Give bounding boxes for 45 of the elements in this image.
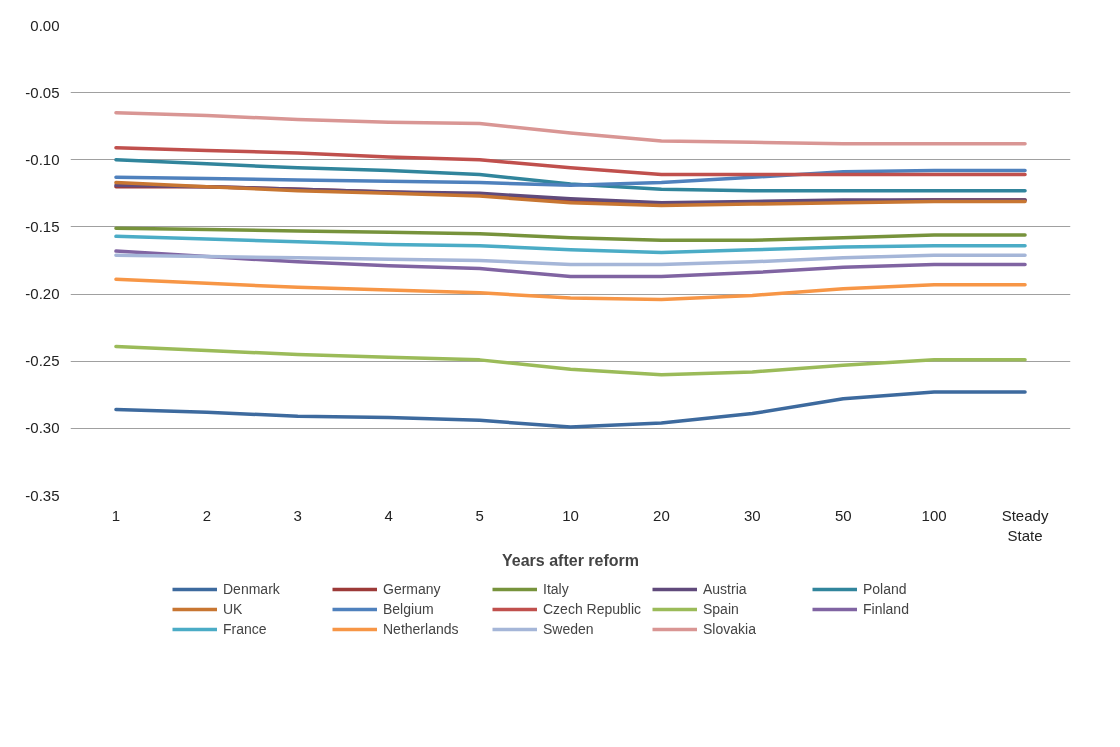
y-tick-label: -0.30 [25, 419, 60, 437]
x-tick-label: 2 [202, 506, 212, 524]
y-tick-label: -0.25 [25, 352, 60, 370]
y-tick-label: -0.35 [25, 486, 60, 504]
legend-label: Denmark [223, 580, 281, 597]
x-tick-label: 4 [384, 506, 393, 524]
legend-label: France [223, 620, 268, 637]
x-tick-label: Steady State [1001, 506, 1049, 544]
y-tick-label: -0.15 [25, 217, 60, 235]
legend-label: Netherlands [383, 620, 460, 637]
y-tick-label: -0.10 [25, 150, 60, 168]
x-tick-label: 1 [111, 506, 121, 524]
legend-label: Czech Republic [543, 600, 643, 617]
line-series [114, 226, 1027, 243]
legend-label: UK [223, 600, 244, 617]
x-tick-label: 3 [293, 506, 302, 524]
line-series [114, 249, 1027, 279]
y-tick-label: -0.20 [25, 285, 60, 303]
x-tick-label: 100 [921, 506, 947, 524]
line-series [114, 234, 1027, 255]
x-axis-title: Years after reform [502, 551, 639, 569]
line-series [114, 111, 1027, 146]
line-series [114, 158, 1027, 193]
line-series [114, 277, 1027, 302]
legend-label: Germany [383, 580, 442, 597]
y-tick-label: 0.00 [30, 16, 60, 34]
y-tick-label: -0.05 [25, 83, 60, 101]
line-series [114, 390, 1027, 429]
legend-label: Belgium [383, 600, 435, 617]
x-tick-label: 30 [743, 506, 761, 524]
line-series [114, 253, 1027, 267]
x-tick-label: 5 [475, 506, 484, 524]
legend-label: Spain [703, 600, 740, 617]
x-tick-label: 20 [653, 506, 670, 524]
x-tick-label: 50 [834, 506, 852, 524]
line-series [114, 344, 1027, 377]
legend-label: Slovakia [703, 620, 757, 637]
legend-label: Finland [863, 600, 910, 617]
x-tick-label: 10 [562, 506, 579, 524]
legend-label: Italy [543, 580, 570, 597]
line-series [114, 168, 1027, 188]
legend-label: Sweden [543, 620, 595, 637]
legend-label: Poland [863, 580, 908, 597]
legend-label: Austria [703, 580, 748, 597]
line-series [114, 145, 1027, 177]
